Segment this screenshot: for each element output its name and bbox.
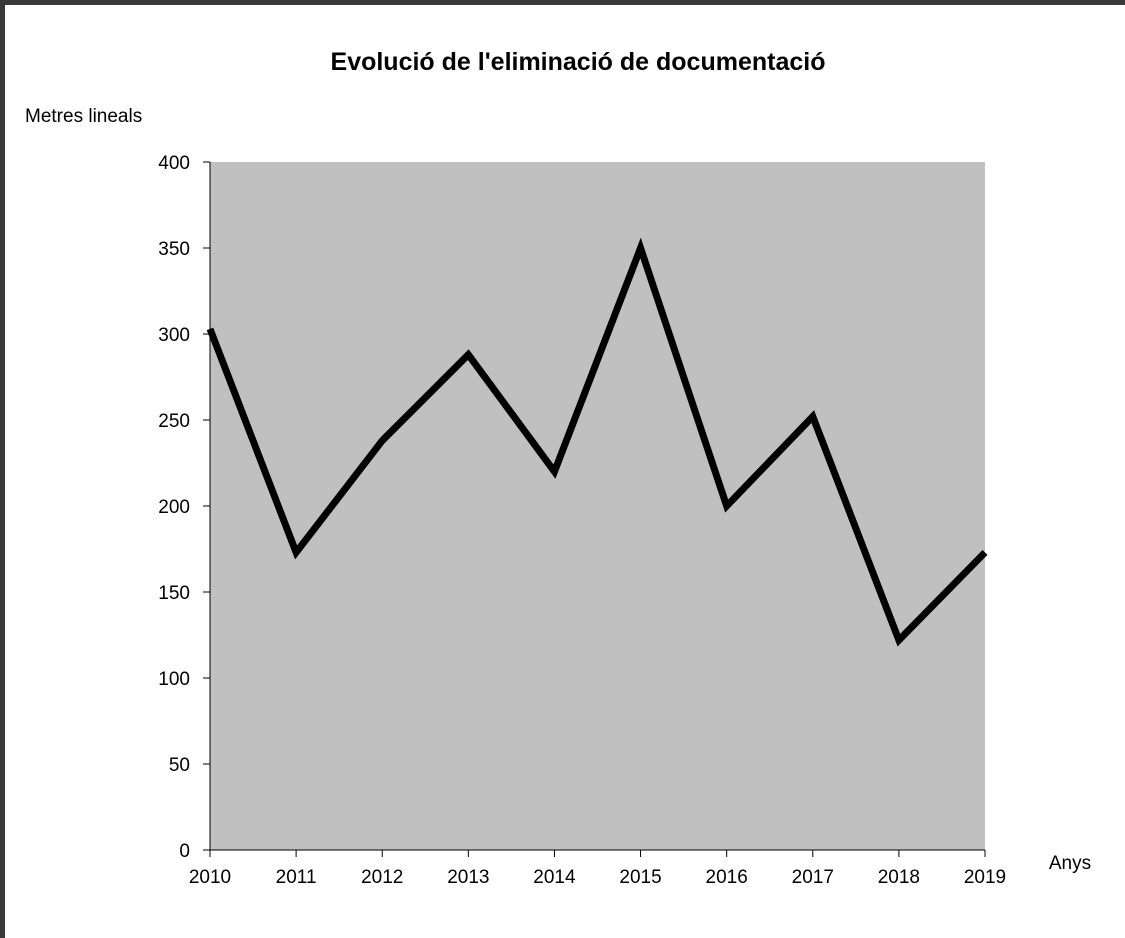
x-axis-label: Anys <box>1049 853 1091 874</box>
chart-title: Evolució de l'eliminació de documentació <box>331 48 826 76</box>
y-tick-label: 200 <box>158 497 190 518</box>
y-tick-label: 50 <box>169 755 190 776</box>
y-axis-label: Metres lineals <box>25 106 142 127</box>
plot-background <box>210 162 985 850</box>
series-line <box>206 237 988 647</box>
y-tick-label: 350 <box>158 239 190 260</box>
x-tick-label: 2014 <box>533 867 576 888</box>
y-tick-label: 250 <box>158 411 190 432</box>
y-tick-label: 150 <box>158 583 190 604</box>
x-tick-label: 2013 <box>447 867 489 888</box>
y-tick-label: 100 <box>158 669 190 690</box>
plot-area: 0 50 100 150 200 250 300 350 400 2010 2011 2012 2013… <box>158 153 1006 888</box>
x-tick-label: 2017 <box>792 867 834 888</box>
x-tick-label: 2010 <box>189 867 231 888</box>
x-tick-label: 2018 <box>878 867 920 888</box>
x-tick-label: 2011 <box>276 867 317 888</box>
y-tick-label: 0 <box>179 841 190 862</box>
x-tick-label: 2012 <box>361 867 403 888</box>
y-tick-label: 300 <box>158 325 190 346</box>
x-tick-label: 2016 <box>706 867 748 888</box>
y-tick-label: 400 <box>158 153 190 174</box>
x-tick-label: 2015 <box>619 867 661 888</box>
x-tick-label: 2019 <box>964 867 1006 888</box>
